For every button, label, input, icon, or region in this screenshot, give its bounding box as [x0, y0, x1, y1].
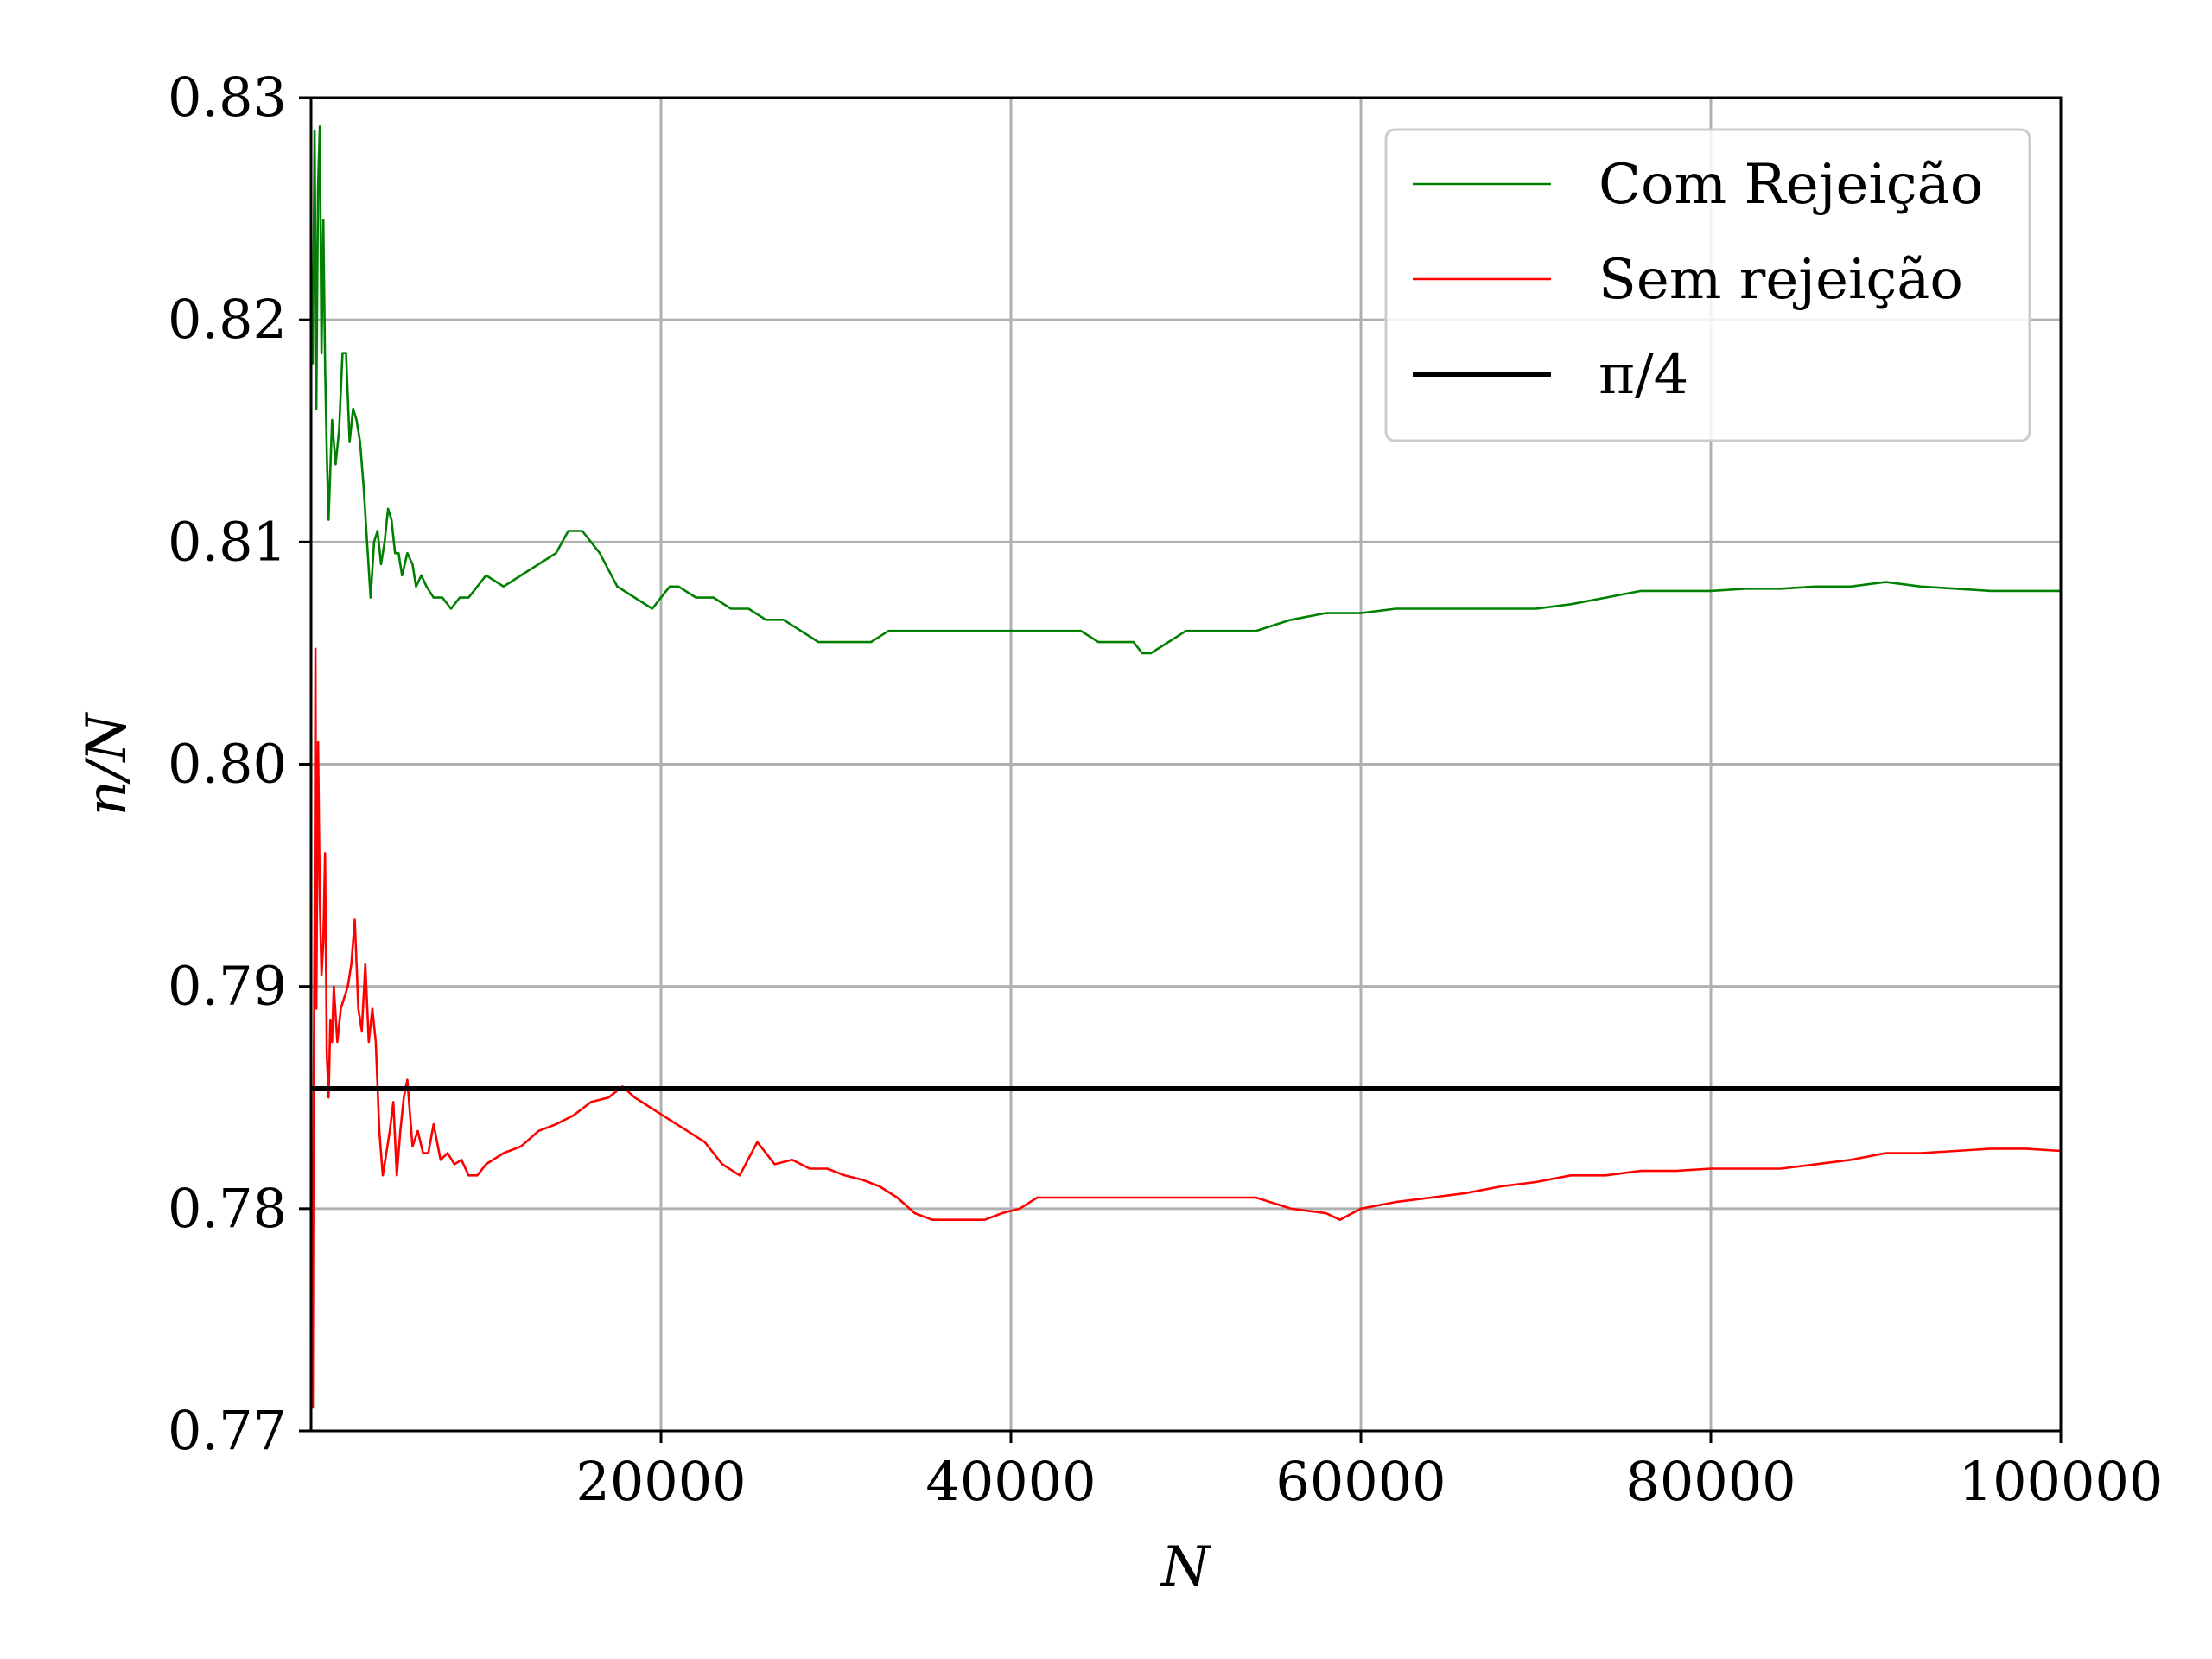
x-axis-label: N: [1160, 1535, 1211, 1599]
y-tick-label-4: 0.81: [168, 510, 287, 573]
legend-label-0: Com Rejeição: [1599, 153, 1983, 217]
y-tick-label-1: 0.78: [168, 1177, 287, 1240]
legend-box: [1384, 128, 2031, 442]
y-tick-label-5: 0.82: [168, 288, 287, 351]
y-tick-label-2: 0.79: [168, 955, 287, 1018]
x-tick-label-0: 20000: [575, 1450, 746, 1513]
axis-ticks: 20000 40000 60000 80000 100000 0.77 0.78 0.79 0.…: [168, 66, 2163, 1513]
y-tick-label-6: 0.83: [168, 66, 287, 129]
legend-label-1: Sem rejeição: [1599, 248, 1963, 312]
x-tick-label-3: 80000: [1625, 1450, 1796, 1513]
legend: Com Rejeição Sem rejeição π/4: [1384, 128, 2031, 442]
legend-label-2: π/4: [1599, 343, 1688, 407]
plot-series: [311, 125, 2062, 1409]
x-tick-label-4: 100000: [1959, 1450, 2164, 1513]
x-tick-label-1: 40000: [925, 1450, 1096, 1513]
series-line-0: [311, 125, 2061, 655]
y-tick-label-0: 0.77: [168, 1399, 287, 1462]
x-tick-label-2: 60000: [1275, 1450, 1446, 1513]
series-line-1: [311, 647, 2062, 1409]
y-axis-label: n/N: [75, 712, 139, 817]
y-tick-label-3: 0.80: [168, 733, 287, 796]
